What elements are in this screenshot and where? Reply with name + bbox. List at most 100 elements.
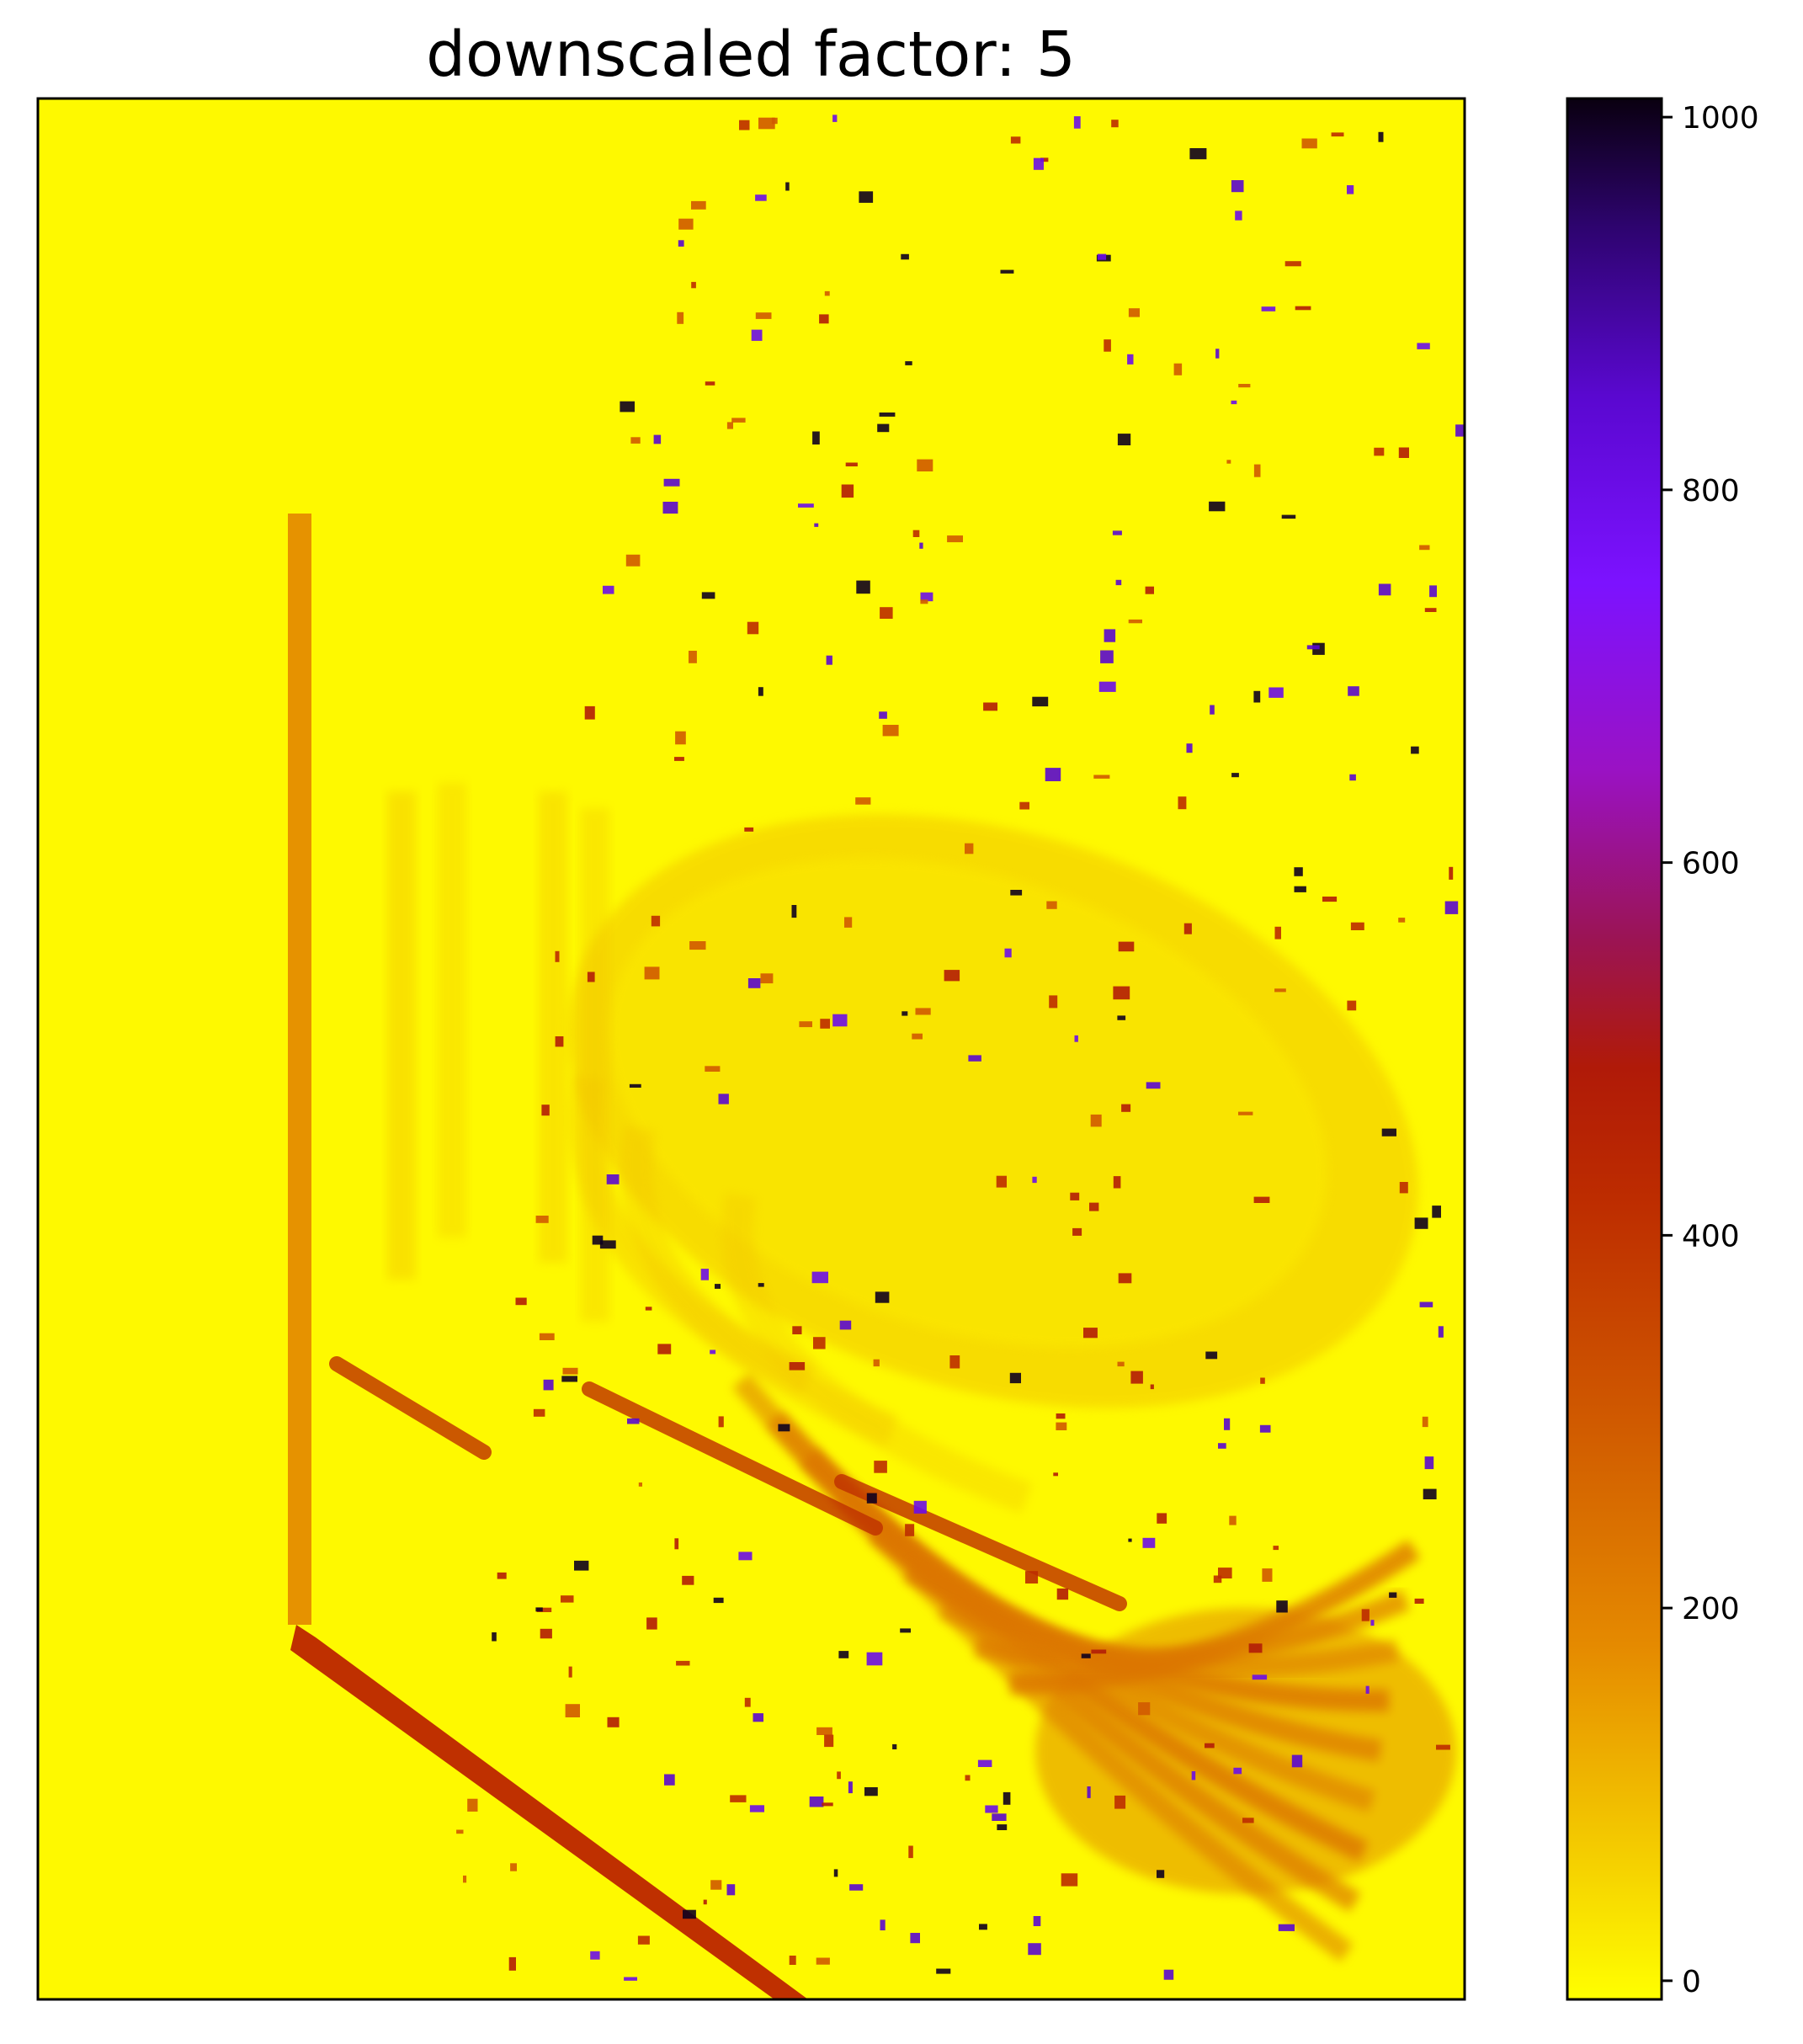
speckle: [832, 1014, 847, 1027]
speckle: [1151, 1385, 1154, 1390]
speckle: [1117, 1015, 1125, 1019]
speckle: [654, 435, 662, 444]
speckle: [727, 1884, 736, 1895]
speckle: [689, 941, 705, 950]
speckle: [535, 1607, 542, 1611]
speckle: [879, 711, 887, 719]
speckle: [914, 1501, 927, 1514]
speckle: [1205, 1743, 1215, 1749]
speckle: [1233, 1768, 1242, 1775]
speckle: [1351, 923, 1364, 930]
speckle: [1347, 185, 1354, 194]
speckle: [1088, 1786, 1091, 1798]
speckle: [867, 1493, 877, 1504]
speckle: [569, 1667, 572, 1678]
speckle: [467, 1799, 477, 1812]
speckle: [657, 1344, 671, 1354]
speckle: [816, 1727, 832, 1735]
speckle: [646, 1307, 652, 1310]
speckle: [705, 381, 715, 386]
speckle: [834, 1869, 838, 1876]
speckle: [1215, 349, 1219, 358]
speckle: [1114, 1796, 1125, 1809]
speckle: [1307, 645, 1320, 649]
speckle: [832, 114, 837, 122]
speckle: [719, 1416, 724, 1427]
speckle: [905, 1524, 914, 1536]
speckle: [1046, 902, 1056, 909]
speckle: [1423, 1417, 1428, 1427]
speckle: [704, 1900, 707, 1905]
speckle: [880, 1919, 886, 1930]
speckle: [1322, 897, 1337, 902]
speckle: [1005, 949, 1012, 958]
speckle: [1449, 867, 1453, 880]
speckle: [1349, 774, 1356, 780]
speckle: [1379, 584, 1391, 596]
speckle: [1045, 768, 1061, 781]
speckle: [727, 422, 733, 428]
speckle: [752, 330, 763, 341]
speckle: [1238, 1112, 1253, 1115]
speckle: [607, 1174, 620, 1184]
speckle: [1157, 1513, 1167, 1523]
speckle: [674, 757, 684, 761]
colorbar-tick-label: 800: [1682, 474, 1740, 508]
speckle: [1275, 927, 1282, 939]
speckle: [1032, 697, 1048, 706]
speckle: [813, 1337, 826, 1349]
speckle: [877, 424, 889, 433]
speckle: [715, 1284, 721, 1289]
speckle: [913, 530, 920, 537]
speckle: [652, 916, 660, 927]
speckle: [837, 1771, 841, 1779]
speckle: [816, 1958, 830, 1965]
speckle: [792, 1326, 801, 1334]
colorbar-tick-label: 600: [1682, 847, 1740, 881]
speckle: [1224, 1419, 1230, 1430]
speckle: [624, 1977, 637, 1981]
speckle: [814, 524, 818, 527]
speckle: [1187, 743, 1193, 753]
speckle: [1276, 1600, 1288, 1612]
speckle: [1121, 1105, 1130, 1112]
speckle: [701, 1269, 709, 1280]
speckle: [1128, 1539, 1131, 1542]
speckle: [497, 1573, 507, 1579]
speckle: [1034, 158, 1044, 170]
speckle: [822, 1802, 832, 1806]
speckle: [1399, 448, 1409, 459]
speckle: [645, 966, 660, 979]
speckle: [855, 797, 870, 805]
speckle: [1231, 180, 1244, 192]
speckle: [1445, 902, 1459, 914]
speckle: [1295, 886, 1306, 892]
speckle: [676, 1661, 689, 1666]
speckle: [1425, 608, 1437, 612]
speckle: [1113, 987, 1130, 1000]
speckle: [992, 1813, 1006, 1821]
speckle: [1218, 1443, 1226, 1449]
speckle: [1178, 796, 1187, 809]
speckle: [1417, 343, 1429, 349]
speckle: [1210, 705, 1215, 715]
speckle: [544, 1380, 554, 1391]
speckle: [846, 463, 858, 467]
speckle: [1011, 136, 1021, 143]
speckle: [1116, 580, 1122, 585]
speckle: [827, 656, 832, 665]
speckle: [812, 432, 820, 445]
speckle: [1425, 1456, 1434, 1469]
speckle: [1379, 132, 1384, 142]
speckle: [663, 502, 678, 514]
speckle: [748, 978, 761, 988]
speckle: [1056, 1423, 1066, 1430]
speckle: [1254, 1197, 1270, 1203]
speckle: [1001, 270, 1014, 274]
speckle: [919, 543, 923, 549]
colorbar-tick-label: 0: [1682, 1965, 1701, 1999]
speckle: [883, 725, 899, 736]
speckle: [630, 1084, 641, 1088]
speckle: [910, 1933, 920, 1943]
speckle: [825, 291, 830, 296]
